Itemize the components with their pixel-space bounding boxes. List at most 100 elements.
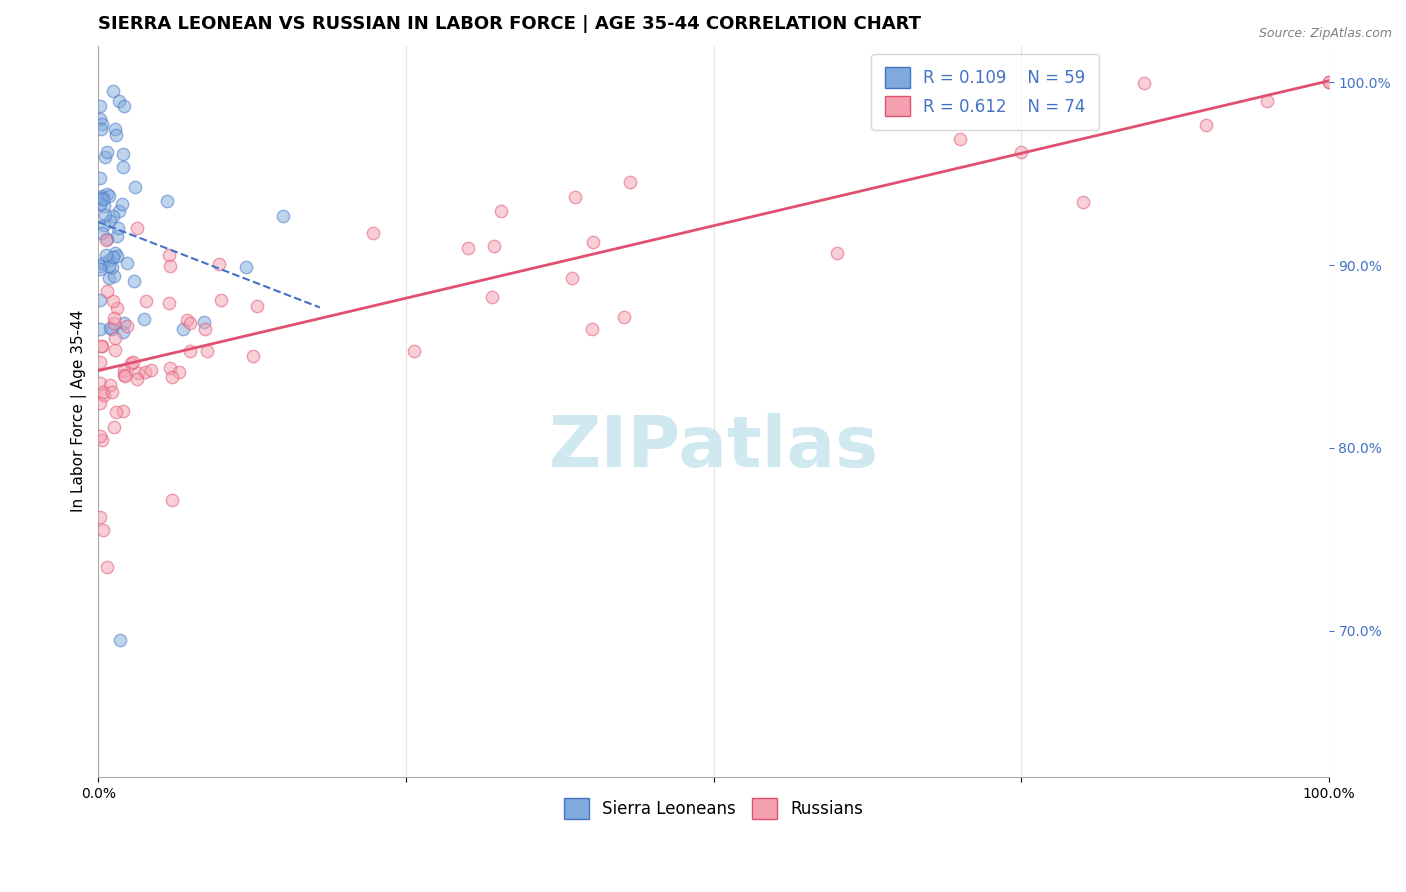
Point [91, 433, 114, 447]
Point [1194, 118, 1216, 132]
Point [489, 204, 512, 219]
Point [90, 122, 112, 136]
Point [96, 559, 118, 574]
Point [125, 372, 148, 386]
Point [104, 128, 127, 143]
Point [101, 321, 124, 335]
Point [111, 161, 134, 175]
Point [96, 145, 118, 160]
Point [159, 361, 181, 376]
Point [105, 229, 128, 244]
Point [103, 311, 125, 326]
Point [94, 208, 117, 222]
Point [107, 220, 129, 235]
Text: SIERRA LEONEAN VS RUSSIAN IN LABOR FORCE | AGE 35-44 CORRELATION CHART: SIERRA LEONEAN VS RUSSIAN IN LABOR FORCE… [98, 15, 921, 33]
Point [122, 354, 145, 368]
Point [89, 112, 111, 126]
Point [160, 370, 183, 384]
Point [127, 220, 149, 235]
Point [271, 210, 294, 224]
Point [564, 190, 586, 204]
Point [112, 99, 135, 113]
Point [948, 132, 970, 146]
Point [1317, 75, 1340, 89]
Point [98, 213, 121, 227]
Point [103, 268, 125, 283]
Point [104, 343, 127, 358]
Point [482, 239, 505, 253]
Point [112, 368, 135, 382]
Point [361, 226, 384, 240]
Point [135, 293, 157, 308]
Point [179, 316, 201, 330]
Y-axis label: In Labor Force | Age 35-44: In Labor Force | Age 35-44 [72, 310, 87, 512]
Point [93, 219, 115, 233]
Point [127, 366, 149, 380]
Point [246, 299, 269, 313]
Point [96, 232, 118, 246]
Point [101, 84, 124, 98]
Point [90, 191, 112, 205]
Point [91, 384, 114, 399]
Point [1133, 76, 1156, 90]
Point [89, 98, 111, 112]
Point [107, 94, 129, 108]
Point [169, 365, 191, 379]
Point [619, 175, 641, 189]
Point [114, 368, 136, 383]
Point [1071, 195, 1094, 210]
Point [96, 248, 118, 262]
Point [89, 196, 111, 211]
Point [107, 301, 129, 315]
Point [101, 209, 124, 223]
Point [98, 321, 121, 335]
Point [98, 259, 121, 273]
Point [101, 384, 124, 399]
Point [112, 147, 135, 161]
Point [89, 395, 111, 409]
Point [157, 296, 180, 310]
Point [89, 355, 111, 369]
Point [122, 274, 145, 288]
Point [89, 261, 111, 276]
Point [91, 192, 114, 206]
Point [93, 199, 115, 213]
Point [211, 293, 233, 307]
Point [112, 364, 135, 378]
Point [91, 339, 114, 353]
Point [1317, 75, 1340, 89]
Point [104, 246, 127, 260]
Point [97, 271, 120, 285]
Point [108, 204, 131, 219]
Point [193, 315, 215, 329]
Point [101, 260, 124, 274]
Point [104, 122, 127, 136]
Point [1256, 94, 1278, 108]
Point [457, 241, 479, 255]
Point [89, 376, 111, 390]
Point [235, 260, 257, 274]
Point [101, 251, 124, 265]
Point [115, 255, 138, 269]
Point [117, 319, 139, 334]
Point [90, 227, 112, 241]
Point [179, 343, 201, 358]
Point [582, 235, 605, 249]
Point [96, 284, 118, 298]
Point [90, 117, 112, 131]
Point [481, 290, 503, 304]
Point [112, 316, 135, 330]
Point [90, 339, 112, 353]
Point [111, 325, 134, 339]
Point [103, 316, 125, 330]
Point [157, 248, 180, 262]
Point [111, 197, 134, 211]
Point [176, 312, 198, 326]
Point [613, 310, 636, 325]
Point [159, 260, 181, 274]
Point [581, 322, 603, 336]
Point [97, 252, 120, 267]
Point [195, 344, 218, 359]
Point [208, 257, 231, 271]
Text: Source: ZipAtlas.com: Source: ZipAtlas.com [1258, 27, 1392, 40]
